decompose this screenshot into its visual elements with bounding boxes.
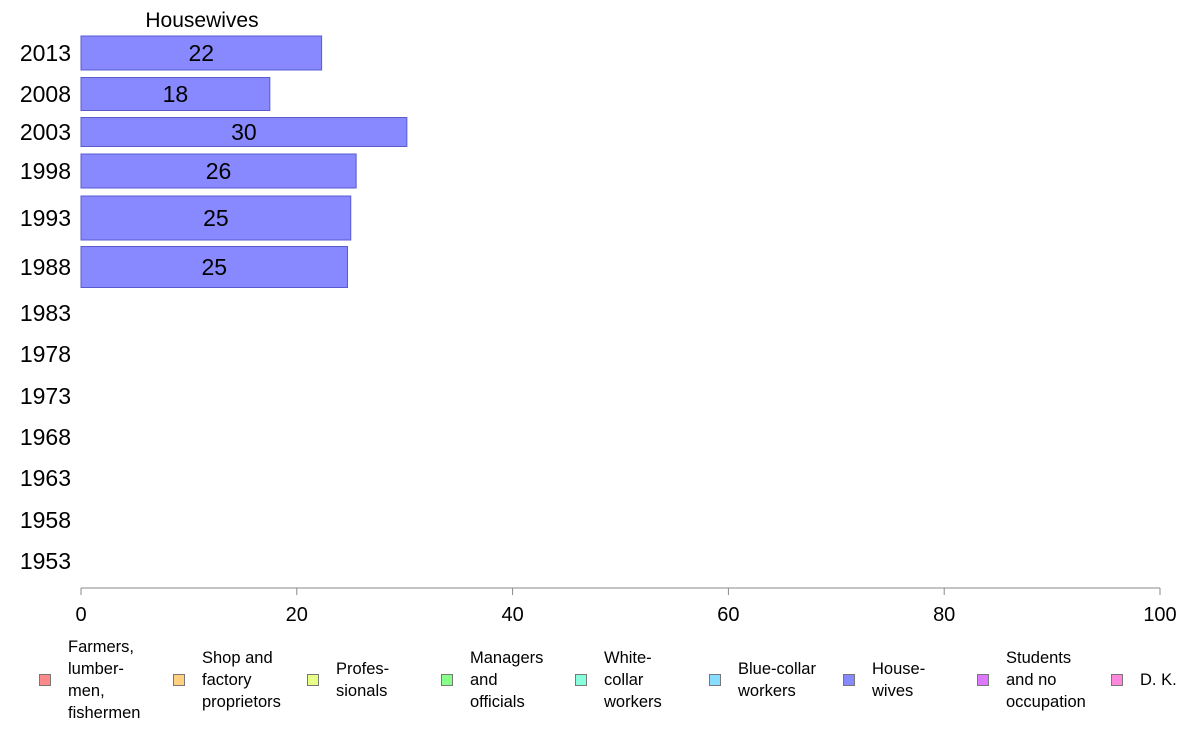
y-tick-label: 2013	[20, 40, 71, 66]
bar	[80, 77, 271, 111]
legend-swatch	[307, 674, 319, 686]
legend-swatch	[575, 674, 587, 686]
bar-chart: Housewives 2013 2008 2003 1998 1993 1988 1983 1…	[20, 9, 1177, 626]
x-tick-label: 0	[75, 604, 86, 626]
legend-label: Shop and factory proprietors	[202, 649, 281, 711]
x-tick-label: 80	[933, 604, 955, 626]
y-axis-labels: 2013 2008 2003 1998 1993 1988 1983 1978 1973 1968…	[20, 40, 71, 574]
y-tick-label: 1953	[20, 548, 71, 574]
y-tick-label: 1988	[20, 254, 71, 280]
x-tick-label: 40	[501, 604, 523, 626]
y-tick-label: 1968	[20, 424, 71, 450]
legend-swatch	[1111, 674, 1123, 686]
chart-title: Housewives	[145, 9, 258, 32]
data-label: 22	[189, 40, 215, 66]
legend-swatch	[977, 674, 989, 686]
legend-label: Managers and officials	[470, 649, 544, 711]
y-tick-label: 1958	[20, 507, 71, 533]
legend-label: White- collar workers	[604, 649, 662, 711]
legend-label: Profes- sionals	[336, 660, 390, 700]
y-tick-label: 1983	[20, 300, 71, 326]
legend-label: House- wives	[872, 660, 926, 700]
data-label: 25	[203, 205, 229, 231]
data-label: 26	[206, 158, 232, 184]
legend: Farmers, lumber- men, fishermen Shop and …	[0, 638, 1188, 736]
y-tick-label: 1973	[20, 383, 71, 409]
x-tick-label: 20	[286, 604, 308, 626]
legend-item: Managers and officials	[441, 647, 543, 713]
bar	[80, 153, 357, 189]
x-tick-label: 60	[717, 604, 739, 626]
legend-swatch	[843, 674, 855, 686]
data-label: 18	[163, 81, 189, 107]
x-tick-label: 100	[1143, 604, 1176, 626]
legend-item: White- collar workers	[575, 647, 662, 713]
data-label: 25	[201, 254, 227, 280]
legend-swatch	[39, 674, 51, 686]
legend-item: House- wives	[843, 658, 925, 702]
legend-item: D. K.	[1111, 669, 1177, 691]
y-tick-label: 1978	[20, 341, 71, 367]
y-tick-label: 2003	[20, 119, 71, 145]
data-label: 30	[231, 119, 257, 145]
legend-item: Profes- sionals	[307, 658, 389, 702]
y-tick-label: 1993	[20, 205, 71, 231]
legend-label: Students and no occupation	[1006, 649, 1086, 711]
legend-label: Farmers, lumber- men, fishermen	[68, 638, 141, 722]
legend-swatch	[709, 674, 721, 686]
bar	[80, 35, 323, 71]
legend-label: D. K.	[1140, 671, 1177, 689]
y-tick-label: 2008	[20, 81, 71, 107]
legend-swatch	[441, 674, 453, 686]
legend-swatch	[173, 674, 185, 686]
bar	[80, 195, 352, 241]
x-axis: 0 20 40 60 80 100	[75, 587, 1177, 626]
legend-item: Shop and factory proprietors	[173, 647, 281, 713]
y-tick-label: 1963	[20, 465, 71, 491]
legend-item: Students and no occupation	[977, 647, 1086, 713]
bar	[80, 117, 408, 147]
legend-item: Farmers, lumber- men, fishermen	[39, 636, 140, 724]
legend-label: Blue-collar workers	[738, 660, 816, 700]
bar	[80, 246, 349, 288]
y-tick-label: 1998	[20, 158, 71, 184]
legend-item: Blue-collar workers	[709, 658, 816, 702]
